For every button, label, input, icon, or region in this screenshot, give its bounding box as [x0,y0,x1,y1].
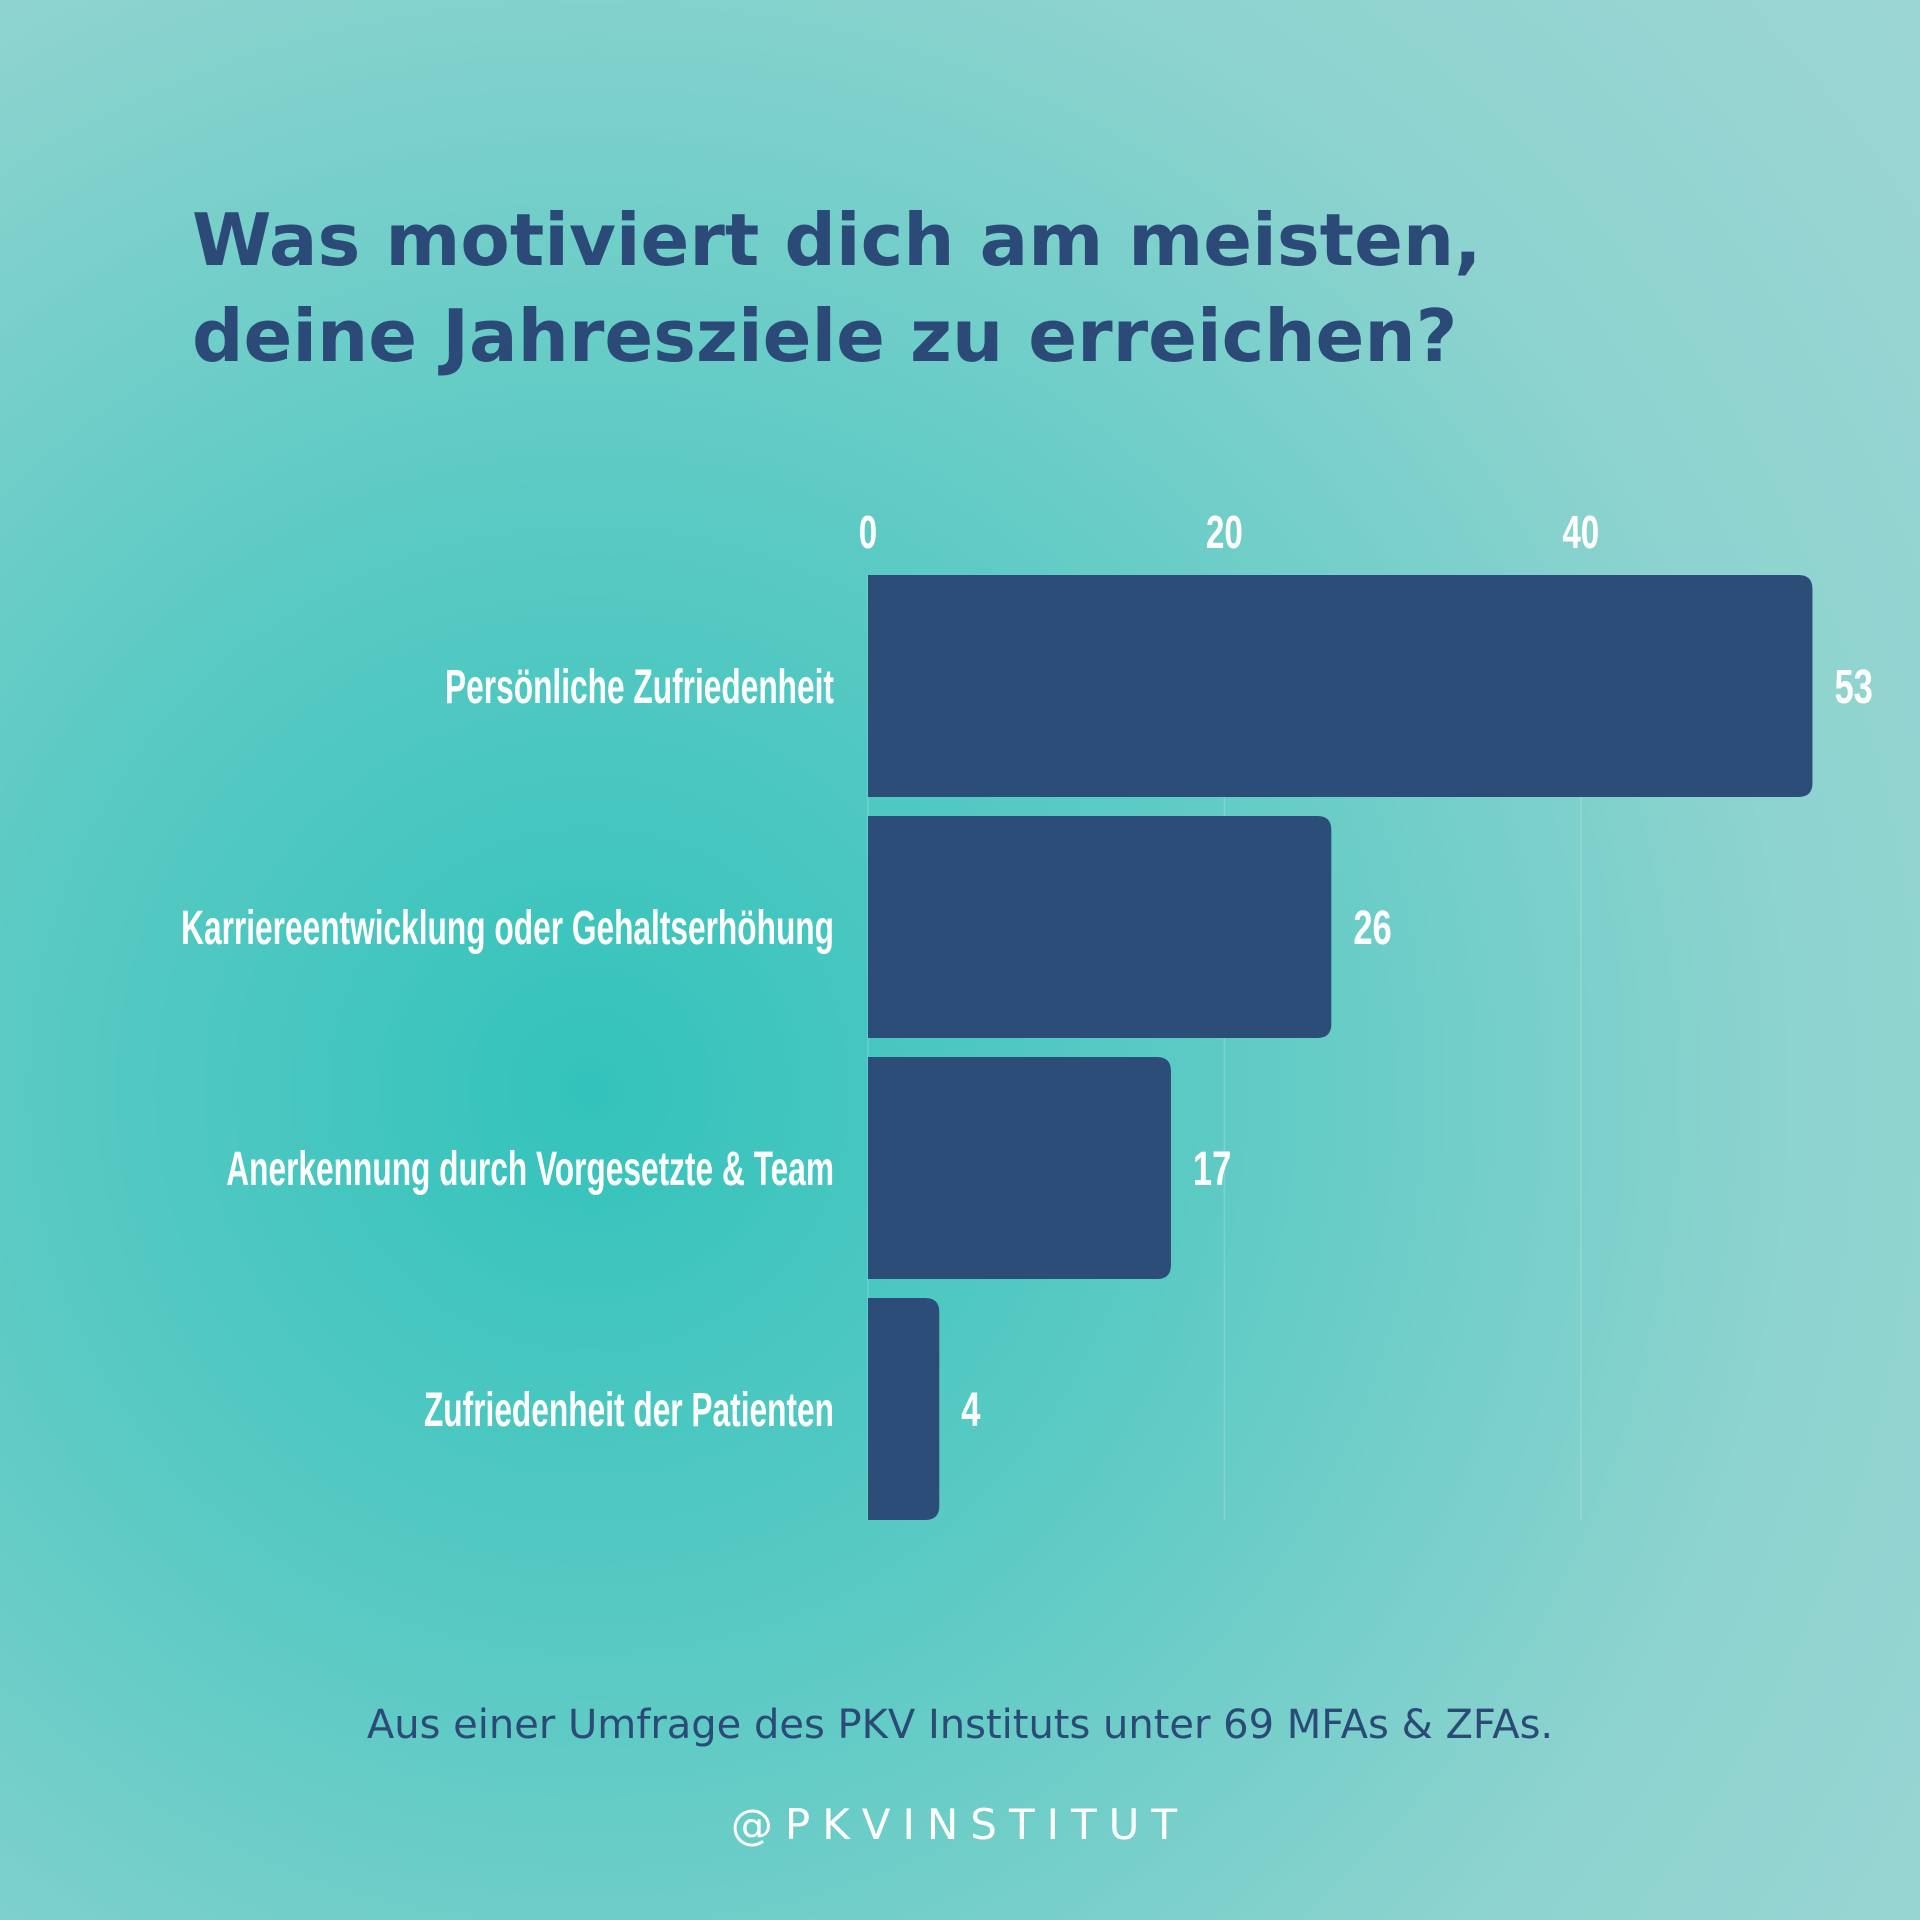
data-label: 26 [1353,900,1391,954]
bar [868,816,1332,1038]
social-handle: @PKVINSTITUT [730,1800,1190,1849]
footnote: Aus einer Umfrage des PKV Instituts unte… [366,1702,1554,1748]
category-label: Zufriedenheit der Patienten [424,1382,834,1436]
category-label: Anerkennung durch Vorgesetzte & Team [226,1141,834,1195]
category-label: Persönliche Zufriedenheit [445,659,834,713]
title-line-1: Was motiviert dich am meisten, [192,198,1482,282]
chart-title: Was motiviert dich am meisten, deine Jah… [192,192,1482,384]
x-tick-label: 0 [859,508,877,558]
bar [868,575,1813,797]
x-tick-label: 40 [1562,508,1599,558]
bar [868,1298,940,1520]
category-label: Karriereentwicklung oder Gehaltserhöhung [181,900,834,954]
title-line-2: deine Jahresziele zu erreichen? [192,294,1458,378]
data-label: 4 [961,1382,981,1436]
bar [868,1057,1171,1279]
data-label: 17 [1193,1141,1231,1195]
x-tick-label: 20 [1206,508,1243,558]
data-label: 53 [1834,659,1872,713]
